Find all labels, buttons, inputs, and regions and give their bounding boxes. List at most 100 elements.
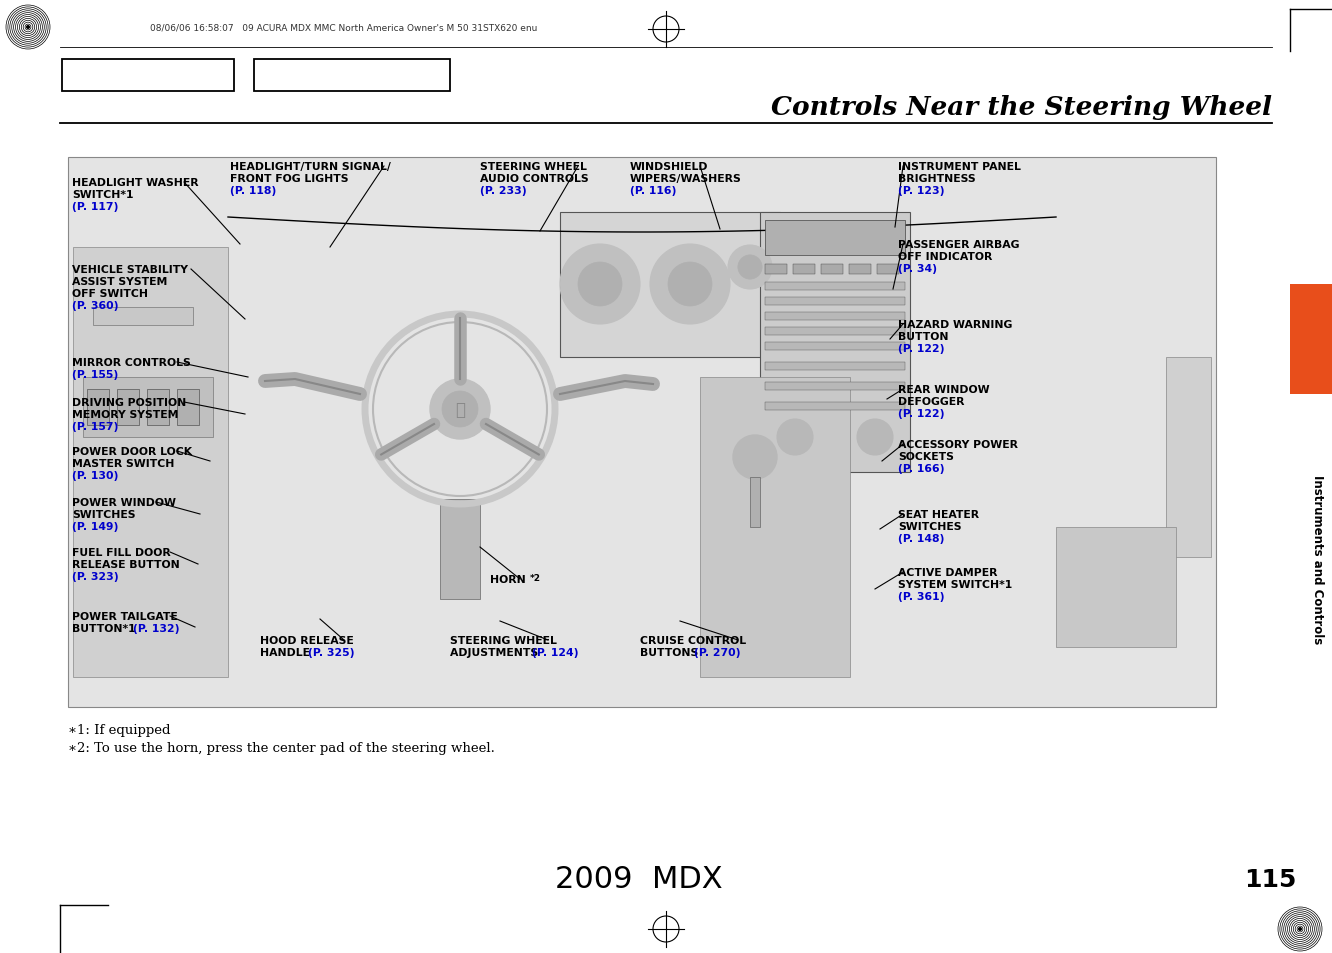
- Circle shape: [738, 255, 762, 280]
- Bar: [83, 377, 213, 437]
- Text: STEERING WHEEL: STEERING WHEEL: [450, 636, 557, 645]
- Circle shape: [650, 245, 730, 325]
- Text: Ⓐ: Ⓐ: [456, 400, 465, 418]
- Text: WIPERS/WASHERS: WIPERS/WASHERS: [630, 173, 742, 184]
- Text: HORN: HORN: [490, 575, 526, 584]
- Text: ADJUSTMENTS: ADJUSTMENTS: [450, 647, 542, 658]
- Text: MASTER SWITCH: MASTER SWITCH: [72, 458, 174, 469]
- Text: *2: *2: [530, 574, 541, 582]
- Text: Instruments and Controls: Instruments and Controls: [1312, 475, 1324, 644]
- Circle shape: [733, 436, 777, 479]
- Bar: [73, 248, 228, 678]
- Text: (P. 122): (P. 122): [898, 344, 944, 354]
- Text: Controls Near the Steering Wheel: Controls Near the Steering Wheel: [771, 95, 1272, 120]
- Text: BRIGHTNESS: BRIGHTNESS: [898, 173, 975, 184]
- Text: (P. 325): (P. 325): [308, 647, 354, 658]
- Bar: [177, 390, 198, 426]
- Bar: [1289, 285, 1332, 395]
- Bar: [821, 265, 843, 274]
- Bar: [750, 477, 761, 527]
- Text: INSTRUMENT PANEL: INSTRUMENT PANEL: [898, 162, 1020, 172]
- Text: BUTTONS: BUTTONS: [639, 647, 702, 658]
- Circle shape: [27, 26, 31, 30]
- Text: HEADLIGHT WASHER: HEADLIGHT WASHER: [72, 178, 198, 188]
- Text: (P. 360): (P. 360): [72, 301, 119, 311]
- Bar: [848, 265, 871, 274]
- Text: (P. 323): (P. 323): [72, 572, 119, 581]
- Text: (P. 117): (P. 117): [72, 202, 119, 212]
- Text: (P. 157): (P. 157): [72, 421, 119, 432]
- Text: WINDSHIELD: WINDSHIELD: [630, 162, 709, 172]
- Text: SYSTEM SWITCH*1: SYSTEM SWITCH*1: [898, 579, 1012, 589]
- Text: OFF SWITCH: OFF SWITCH: [72, 289, 148, 298]
- Text: DEFOGGER: DEFOGGER: [898, 396, 964, 407]
- Text: FRONT FOG LIGHTS: FRONT FOG LIGHTS: [230, 173, 349, 184]
- Circle shape: [430, 379, 490, 439]
- Bar: [87, 390, 109, 426]
- Text: STEERING WHEEL: STEERING WHEEL: [480, 162, 587, 172]
- Text: SEAT HEATER: SEAT HEATER: [898, 510, 979, 519]
- Text: REAR WINDOW: REAR WINDOW: [898, 385, 990, 395]
- Text: (P. 155): (P. 155): [72, 370, 119, 379]
- Bar: [93, 308, 193, 326]
- Bar: [765, 402, 904, 411]
- Text: MEMORY SYSTEM: MEMORY SYSTEM: [72, 410, 178, 419]
- Circle shape: [578, 263, 622, 307]
- Text: (P. 116): (P. 116): [630, 186, 677, 195]
- Bar: [765, 328, 904, 335]
- Text: AUDIO CONTROLS: AUDIO CONTROLS: [480, 173, 589, 184]
- Text: (P. 132): (P. 132): [133, 623, 180, 634]
- Circle shape: [669, 263, 713, 307]
- Bar: [117, 390, 139, 426]
- Text: SWITCHES: SWITCHES: [72, 510, 136, 519]
- Text: (P. 130): (P. 130): [72, 471, 119, 480]
- Circle shape: [1297, 927, 1301, 931]
- Text: ASSIST SYSTEM: ASSIST SYSTEM: [72, 276, 168, 287]
- Text: HANDLE: HANDLE: [260, 647, 314, 658]
- Text: ∗1: If equipped: ∗1: If equipped: [68, 723, 170, 737]
- Bar: [1166, 357, 1211, 558]
- Text: (P. 149): (P. 149): [72, 521, 119, 532]
- Text: HEADLIGHT/TURN SIGNAL/: HEADLIGHT/TURN SIGNAL/: [230, 162, 390, 172]
- Bar: [765, 297, 904, 306]
- Text: (P. 361): (P. 361): [898, 592, 944, 601]
- Text: SWITCHES: SWITCHES: [898, 521, 962, 532]
- Bar: [765, 283, 904, 291]
- Bar: [765, 265, 787, 274]
- Bar: [701, 377, 850, 678]
- Text: ACCESSORY POWER: ACCESSORY POWER: [898, 439, 1018, 450]
- Bar: [765, 313, 904, 320]
- Text: 115: 115: [1244, 867, 1296, 891]
- Bar: [147, 390, 169, 426]
- Text: RELEASE BUTTON: RELEASE BUTTON: [72, 559, 180, 569]
- Bar: [254, 60, 450, 91]
- Text: (P. 166): (P. 166): [898, 463, 944, 474]
- Text: (P. 124): (P. 124): [531, 647, 578, 658]
- Bar: [559, 213, 781, 357]
- Text: 08/06/06 16:58:07   09 ACURA MDX MMC North America Owner's M 50 31STX620 enu: 08/06/06 16:58:07 09 ACURA MDX MMC North…: [151, 24, 537, 32]
- Text: MIRROR CONTROLS: MIRROR CONTROLS: [72, 357, 190, 368]
- Text: HOOD RELEASE: HOOD RELEASE: [260, 636, 354, 645]
- Bar: [765, 382, 904, 391]
- Bar: [761, 213, 910, 473]
- Circle shape: [559, 245, 639, 325]
- Text: DRIVING POSITION: DRIVING POSITION: [72, 397, 186, 408]
- Text: OFF INDICATOR: OFF INDICATOR: [898, 252, 992, 262]
- Bar: [876, 265, 899, 274]
- Text: BUTTON*1: BUTTON*1: [72, 623, 140, 634]
- Text: (P. 233): (P. 233): [480, 186, 526, 195]
- Circle shape: [729, 246, 773, 290]
- Text: VEHICLE STABILITY: VEHICLE STABILITY: [72, 265, 188, 274]
- Bar: [68, 158, 1216, 707]
- Text: (P. 118): (P. 118): [230, 186, 276, 195]
- Text: BUTTON: BUTTON: [898, 332, 948, 341]
- Text: (P. 148): (P. 148): [898, 534, 944, 543]
- Text: (P. 123): (P. 123): [898, 186, 944, 195]
- Bar: [1056, 527, 1176, 647]
- Bar: [63, 60, 234, 91]
- Text: POWER DOOR LOCK: POWER DOOR LOCK: [72, 447, 192, 456]
- Circle shape: [777, 419, 813, 456]
- Text: FUEL FILL DOOR: FUEL FILL DOOR: [72, 547, 170, 558]
- Text: (P. 122): (P. 122): [898, 409, 944, 418]
- Text: POWER TAILGATE: POWER TAILGATE: [72, 612, 177, 621]
